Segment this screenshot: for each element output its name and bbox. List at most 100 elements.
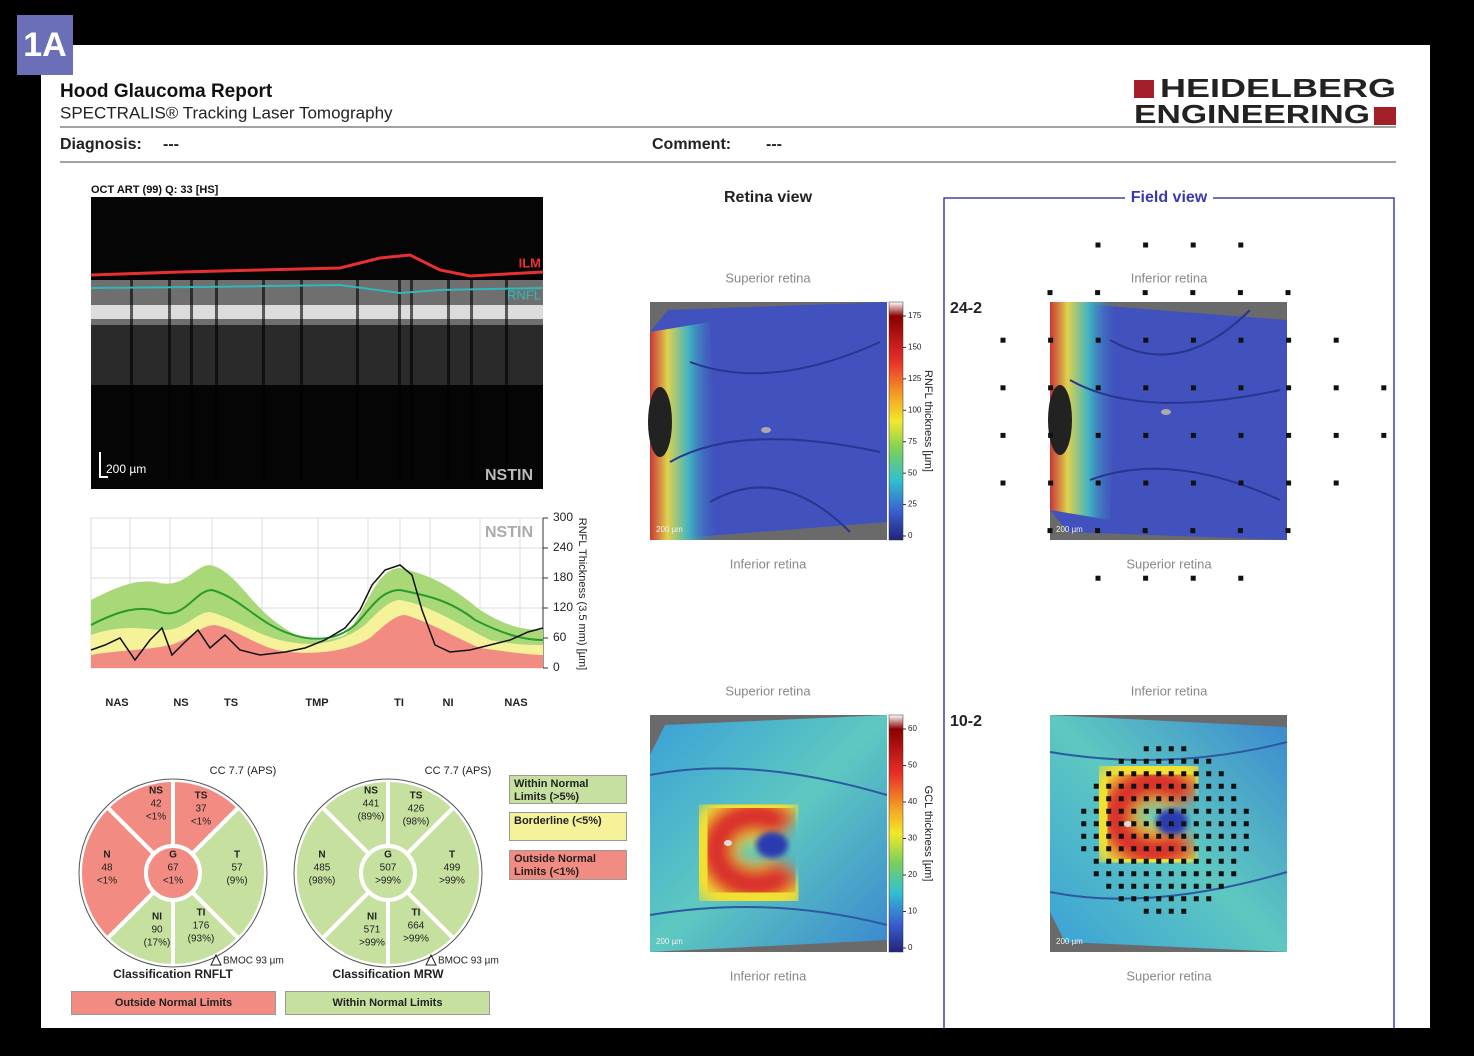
point: [1206, 833, 1212, 839]
point: [1181, 833, 1187, 839]
point: [1231, 821, 1237, 827]
shadow: [470, 280, 473, 480]
point: [1237, 290, 1243, 296]
point: [1190, 290, 1196, 296]
section-title: Retina view: [724, 189, 813, 206]
point: [1131, 783, 1137, 789]
point: [1156, 896, 1162, 902]
point: [1106, 796, 1112, 802]
y-tick-label: 60: [553, 630, 567, 644]
point: [1000, 337, 1006, 343]
point: [1193, 883, 1199, 889]
point: [1206, 808, 1212, 814]
point: [1081, 846, 1087, 852]
point: [1093, 796, 1099, 802]
sector-pct: (9%): [226, 876, 247, 887]
point: [1143, 846, 1149, 852]
scale-label: 200 µm: [1056, 937, 1083, 946]
point: [1168, 896, 1174, 902]
point: [1093, 821, 1099, 827]
point: [1168, 808, 1174, 814]
point: [1190, 480, 1196, 486]
scale-bar: [99, 452, 108, 478]
point: [1048, 385, 1054, 391]
colorbar-tick: 25: [908, 500, 917, 509]
point: [1156, 871, 1162, 877]
point: [1168, 871, 1174, 877]
sector: [319, 889, 390, 969]
point: [1193, 821, 1199, 827]
comment-label: Comment:: [652, 136, 731, 153]
point: [1286, 432, 1292, 438]
colorbar-tick: 30: [908, 834, 917, 843]
point: [1231, 846, 1237, 852]
point: [1143, 908, 1149, 914]
point: [1333, 432, 1339, 438]
shadow: [190, 280, 193, 480]
sector-pct: <1%: [97, 876, 117, 887]
point: [1206, 771, 1212, 777]
bscan-layer: [91, 305, 543, 319]
point: [1118, 821, 1124, 827]
rnfl-map: [647, 301, 888, 541]
scan-label: NSTIN: [485, 467, 533, 484]
point: [1143, 432, 1149, 438]
point: [1193, 783, 1199, 789]
point: [1095, 242, 1101, 248]
point: [1238, 337, 1244, 343]
point: [1193, 871, 1199, 877]
point: [1231, 783, 1237, 789]
colorbar-label: RNFL thickness [µm]: [922, 370, 934, 472]
point: [1206, 858, 1212, 864]
sector-pct: >99%: [375, 876, 401, 887]
sector-pct: (93%): [188, 934, 215, 945]
point: [1095, 575, 1101, 581]
point: [1218, 808, 1224, 814]
point: [1243, 846, 1249, 852]
point: [1118, 808, 1124, 814]
point: [1333, 480, 1339, 486]
triangle: [425, 953, 437, 966]
point: [1143, 480, 1149, 486]
subtitle: SPECTRALIS® Tracking Laser Tomography: [60, 103, 393, 122]
point: [1118, 796, 1124, 802]
sector-value: 57: [231, 863, 243, 874]
x-label: NI: [443, 697, 454, 709]
point: [1181, 846, 1187, 852]
point: [1131, 871, 1137, 877]
point: [1206, 758, 1212, 764]
sector-pct: <1%: [191, 817, 211, 828]
point: [1095, 432, 1101, 438]
y-tick-label: 0: [553, 660, 560, 674]
diagnosis: ---: [163, 136, 179, 153]
colorbar: [888, 714, 904, 953]
point: [1143, 758, 1149, 764]
sector-name: N: [103, 850, 110, 861]
point: [1143, 833, 1149, 839]
sector-value: 441: [363, 799, 380, 810]
point: [1206, 896, 1212, 902]
point: [1193, 833, 1199, 839]
shadow: [262, 280, 265, 480]
shadow: [505, 280, 508, 480]
point: [1286, 337, 1292, 343]
sector-value: 426: [408, 804, 425, 815]
bscan-label: OCT ART (99) Q: 33 [HS]: [91, 184, 219, 196]
y-tick-label: 300: [553, 510, 573, 524]
point: [1093, 783, 1099, 789]
bscan-layer: [91, 325, 543, 385]
point: [1181, 871, 1187, 877]
point: [1218, 833, 1224, 839]
classification: Classification MRW: [332, 967, 444, 981]
point: [1143, 783, 1149, 789]
point: [1106, 771, 1112, 777]
point: [1081, 808, 1087, 814]
point: [1131, 758, 1137, 764]
sector-value: 67: [167, 863, 179, 874]
scale-label: 200 µm: [656, 525, 683, 534]
point: [1243, 833, 1249, 839]
sector-value: 664: [408, 921, 425, 932]
x-label: NS: [173, 697, 188, 709]
map-caption: Inferior retina: [1131, 270, 1208, 285]
sector-name: NS: [149, 786, 163, 797]
